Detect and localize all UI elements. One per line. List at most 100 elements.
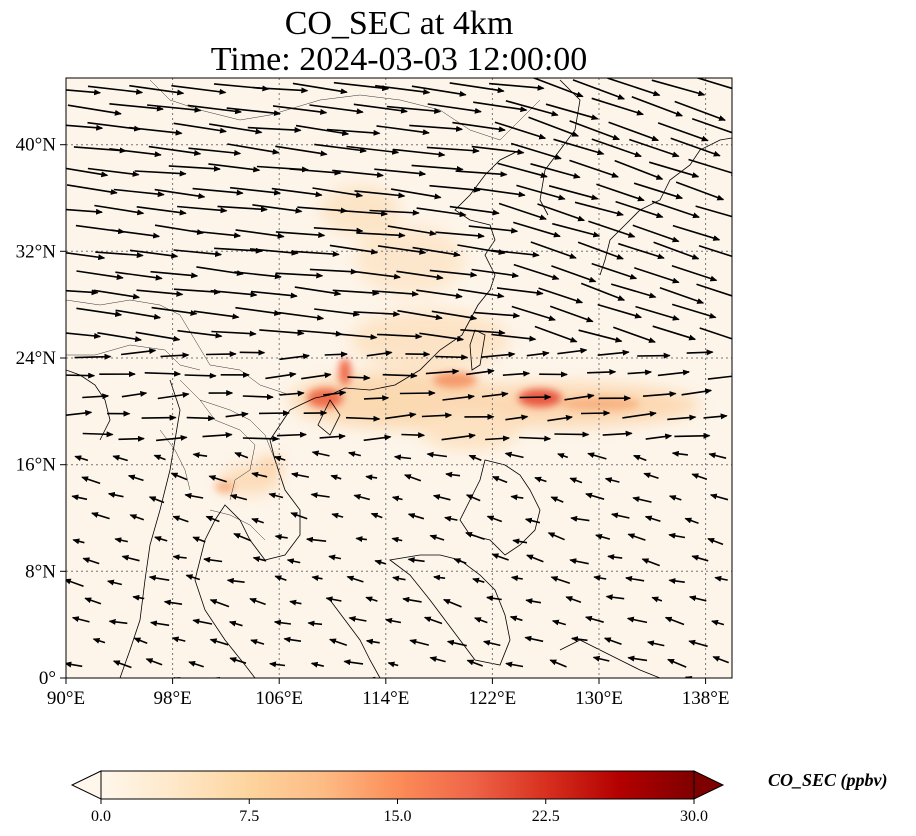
wind-arrow (66, 410, 93, 417)
wind-arrow (66, 167, 109, 178)
wind-arrow (538, 287, 584, 304)
wind-arrow (631, 96, 684, 117)
wind-arrow (465, 494, 481, 502)
wind-arrow (343, 659, 364, 666)
wind-arrow (421, 412, 453, 419)
wind-arrow (672, 224, 721, 241)
wind-arrow (668, 495, 682, 501)
wind-arrow (698, 245, 732, 258)
wind-arrow (66, 89, 102, 96)
wind-arrow (225, 411, 249, 418)
wind-arrow (505, 661, 524, 668)
wind-arrow (618, 242, 665, 260)
wind-arrow (691, 473, 708, 481)
wind-arrow (442, 598, 462, 608)
wind-arrow (135, 331, 181, 342)
wind-arrow (229, 657, 247, 664)
wind-arrow (66, 661, 83, 668)
wind-arrow (385, 412, 417, 420)
wind-arrow (66, 184, 118, 195)
wind-arrow (230, 186, 282, 196)
wind-arrow (510, 494, 524, 501)
wind-arrow (468, 454, 482, 462)
wind-arrow (466, 659, 483, 667)
wind-arrow (67, 104, 122, 116)
wind-arrow (578, 329, 623, 343)
wind-arrow (275, 272, 324, 279)
wind-arrow (607, 554, 623, 561)
wind-arrow (188, 147, 242, 156)
wind-arrow (171, 84, 227, 95)
wind-arrow (491, 553, 509, 561)
wind-arrow (345, 415, 381, 422)
wind-arrow (695, 78, 732, 90)
wind-arrow (374, 168, 427, 177)
wind-arrow (353, 103, 408, 114)
wind-arrow (170, 472, 188, 481)
wind-arrow (286, 558, 301, 565)
wind-arrow (191, 230, 242, 239)
wind-arrow (163, 599, 183, 606)
wind-arrow (160, 352, 190, 359)
wind-arrow (491, 333, 537, 342)
wind-arrow (147, 104, 202, 113)
wind-arrow (504, 451, 524, 459)
wind-arrow (596, 183, 645, 202)
wind-arrow (625, 575, 645, 582)
wind-arrow (66, 578, 84, 587)
wind-arrow (473, 101, 528, 113)
wind-arrow (610, 512, 630, 519)
wind-arrow (121, 554, 140, 562)
wind-arrow (365, 474, 378, 481)
wind-arrow (133, 637, 148, 645)
wind-arrow (502, 370, 531, 377)
wind-arrow (177, 329, 223, 339)
lon-tick-label: 122°E (469, 688, 517, 709)
wind-arrow (646, 640, 665, 647)
wind-arrow (145, 658, 163, 666)
wind-arrow (307, 620, 323, 627)
colorbar-tick-label: 7.5 (239, 808, 259, 825)
wind-arrow (641, 558, 660, 567)
wind-arrow (330, 681, 341, 684)
wind-arrow (627, 369, 653, 376)
wind-arrow (392, 148, 446, 158)
wind-arrow (695, 205, 732, 218)
wind-arrow (711, 619, 725, 626)
wind-arrow (209, 599, 230, 608)
wind-arrow (593, 575, 607, 581)
wind-arrow (409, 638, 429, 646)
wind-arrow (613, 326, 656, 343)
wind-arrow (382, 372, 418, 379)
wind-arrow (707, 537, 724, 546)
wind-arrow (528, 116, 580, 137)
wind-arrow (526, 554, 544, 563)
wind-arrow (569, 159, 619, 178)
wind-arrow (276, 431, 307, 438)
wind-arrow (651, 596, 663, 603)
wind-arrow (333, 81, 390, 92)
wind-arrow (574, 201, 624, 217)
wind-arrow (186, 415, 216, 422)
wind-arrow (148, 496, 165, 504)
wind-arrow (627, 655, 648, 662)
map-frame (65, 77, 733, 679)
wind-arrow (429, 269, 478, 278)
wind-arrow (74, 353, 112, 360)
wind-arrow (444, 679, 462, 685)
wind-arrow (615, 200, 664, 219)
wind-arrow (292, 82, 348, 95)
wind-arrow (156, 434, 188, 442)
wind-arrow (377, 333, 423, 340)
wind-arrow (396, 270, 444, 281)
wind-arrow (603, 637, 622, 645)
wind-arrow (203, 556, 223, 563)
wind-arrow (510, 575, 523, 582)
wind-arrow (627, 533, 646, 541)
wind-arrow (66, 332, 102, 339)
wind-arrow (196, 266, 244, 277)
wind-arrow (664, 616, 685, 626)
wind-arrow (365, 638, 380, 645)
wind-arrow (674, 100, 726, 121)
wind-arrow (309, 268, 358, 275)
